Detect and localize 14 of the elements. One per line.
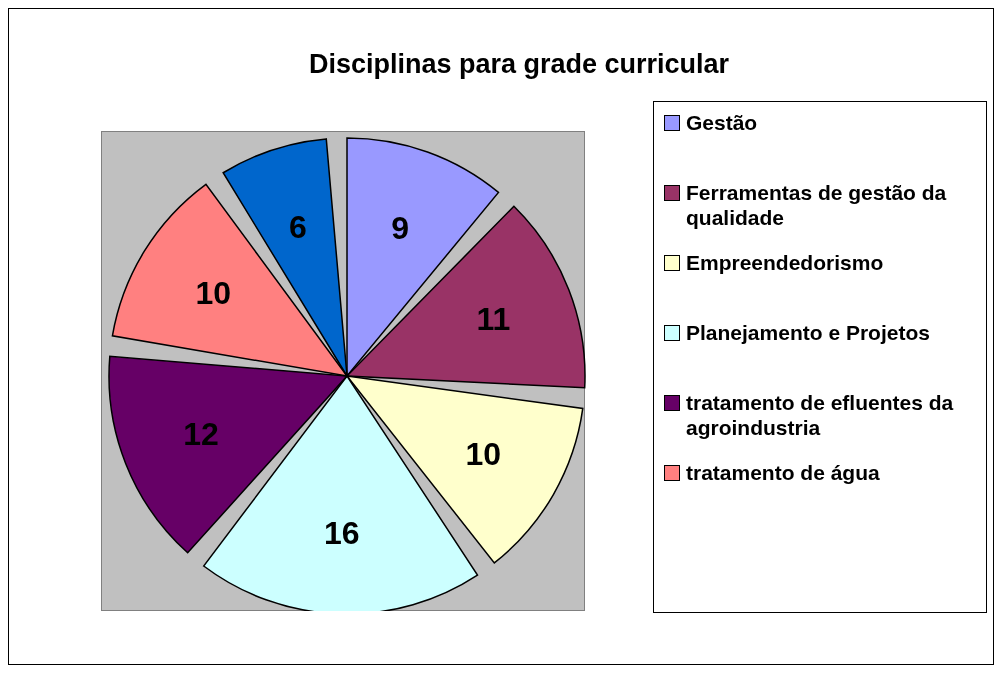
data-label: 12 bbox=[183, 415, 219, 452]
chart-title: Disciplinas para grade curricular bbox=[307, 49, 731, 80]
legend-label: Empreendedorismo bbox=[686, 250, 884, 275]
data-label: 16 bbox=[324, 514, 360, 551]
legend-label: Planejamento e Projetos bbox=[686, 320, 930, 345]
data-label: 10 bbox=[195, 275, 232, 312]
data-label: 10 bbox=[465, 436, 502, 473]
legend-label: Gestão bbox=[686, 110, 758, 135]
data-label: 11 bbox=[476, 300, 511, 337]
legend-label: tratamento de água bbox=[686, 460, 880, 485]
data-label: 6 bbox=[289, 208, 307, 245]
legend-label: tratamento de efluentes da agroindustria bbox=[686, 390, 955, 440]
data-label: 9 bbox=[391, 210, 410, 247]
legend-label: Ferramentas de gestão da qualidade bbox=[686, 180, 948, 230]
